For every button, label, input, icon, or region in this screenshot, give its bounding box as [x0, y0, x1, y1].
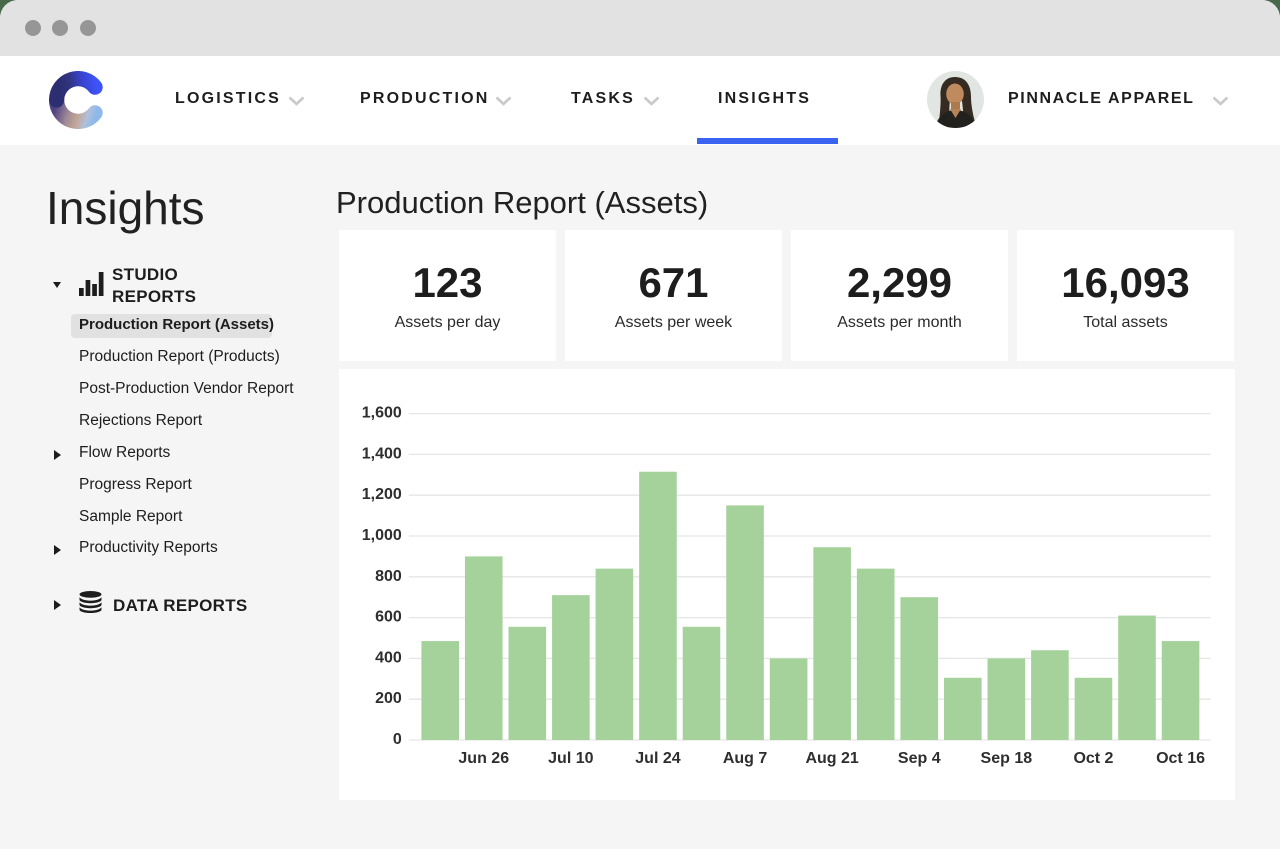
- svg-text:200: 200: [375, 690, 402, 707]
- svg-text:Sep 18: Sep 18: [981, 750, 1033, 767]
- svg-text:Jun 26: Jun 26: [458, 750, 509, 767]
- svg-text:1,000: 1,000: [362, 527, 402, 544]
- svg-text:1,200: 1,200: [362, 486, 402, 503]
- svg-text:1,400: 1,400: [362, 445, 402, 462]
- svg-text:0: 0: [393, 731, 402, 748]
- svg-text:Sep 4: Sep 4: [898, 750, 941, 767]
- svg-text:Aug 7: Aug 7: [723, 750, 768, 767]
- svg-text:400: 400: [375, 649, 402, 666]
- svg-text:1,600: 1,600: [362, 405, 402, 422]
- svg-text:600: 600: [375, 609, 402, 626]
- svg-text:Oct 16: Oct 16: [1156, 750, 1205, 767]
- svg-text:Jul 10: Jul 10: [548, 750, 593, 767]
- svg-text:Aug 21: Aug 21: [805, 750, 858, 767]
- svg-text:Oct 2: Oct 2: [1073, 750, 1113, 767]
- svg-text:800: 800: [375, 568, 402, 585]
- svg-text:Jul 24: Jul 24: [635, 750, 680, 767]
